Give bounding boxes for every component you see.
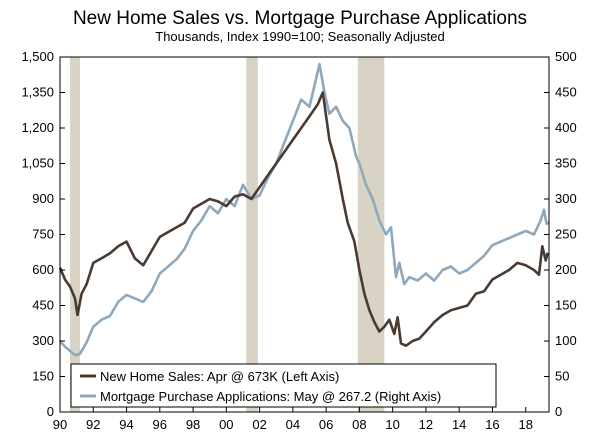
y-right-tick-label: 150: [555, 298, 577, 313]
y-left-tick-label: 1,200: [21, 120, 54, 135]
x-tick-label: 96: [153, 417, 167, 432]
y-left-tick-label: 750: [32, 227, 54, 242]
x-tick-label: 00: [219, 417, 233, 432]
y-right-tick-label: 300: [555, 191, 577, 206]
y-right-tick-label: 50: [555, 369, 569, 384]
x-tick-label: 12: [419, 417, 433, 432]
y-right-tick-label: 100: [555, 333, 577, 348]
y-right-tick-label: 250: [555, 227, 577, 242]
x-tick-label: 02: [252, 417, 266, 432]
chart-subtitle: Thousands, Index 1990=100; Seasonally Ad…: [155, 29, 444, 44]
y-left-tick-label: 300: [32, 333, 54, 348]
x-tick-label: 16: [485, 417, 499, 432]
x-tick-label: 14: [452, 417, 466, 432]
x-tick-label: 04: [286, 417, 300, 432]
recession-bands: [69, 57, 385, 412]
y-right-tick-label: 400: [555, 120, 577, 135]
axes: 01503004506007509001,0501,2001,3501,5000…: [21, 49, 576, 432]
y-left-tick-label: 900: [32, 191, 54, 206]
plot-frame: [59, 56, 550, 413]
recession-band-2: [357, 57, 385, 412]
y-left-tick-label: 1,050: [21, 156, 54, 171]
x-tick-label: 06: [319, 417, 333, 432]
legend-label-mortgage-applications: Mortgage Purchase Applications: May @ 26…: [100, 389, 441, 404]
y-left-tick-label: 1,350: [21, 85, 54, 100]
x-tick-label: 98: [186, 417, 200, 432]
y-left-tick-label: 0: [47, 404, 54, 419]
y-left-tick-label: 600: [32, 262, 54, 277]
y-right-tick-label: 500: [555, 49, 577, 64]
x-tick-label: 10: [385, 417, 399, 432]
recession-band-1: [246, 57, 258, 412]
y-right-tick-label: 450: [555, 85, 577, 100]
series-line-new-home-sales: [58, 91, 550, 347]
y-left-tick-label: 150: [32, 369, 54, 384]
chart-title: New Home Sales vs. Mortgage Purchase App…: [73, 8, 527, 29]
x-tick-label: 92: [86, 417, 100, 432]
y-left-tick-label: 450: [32, 298, 54, 313]
series-line-mortgage-applications: [59, 62, 550, 357]
y-right-tick-label: 0: [555, 404, 562, 419]
legend-box: [70, 363, 497, 408]
y-right-tick-label: 200: [555, 262, 577, 277]
legend-label-new-home-sales: New Home Sales: Apr @ 673K (Left Axis): [100, 369, 339, 384]
recession-band-0: [69, 57, 80, 412]
series-lines: [58, 62, 550, 357]
x-tick-label: 08: [352, 417, 366, 432]
y-right-tick-label: 350: [555, 156, 577, 171]
x-tick-label: 18: [518, 417, 532, 432]
legend: New Home Sales: Apr @ 673K (Left Axis) M…: [70, 363, 497, 408]
x-tick-label: 94: [119, 417, 133, 432]
y-left-tick-label: 1,500: [21, 49, 54, 64]
x-tick-label: 90: [53, 417, 67, 432]
